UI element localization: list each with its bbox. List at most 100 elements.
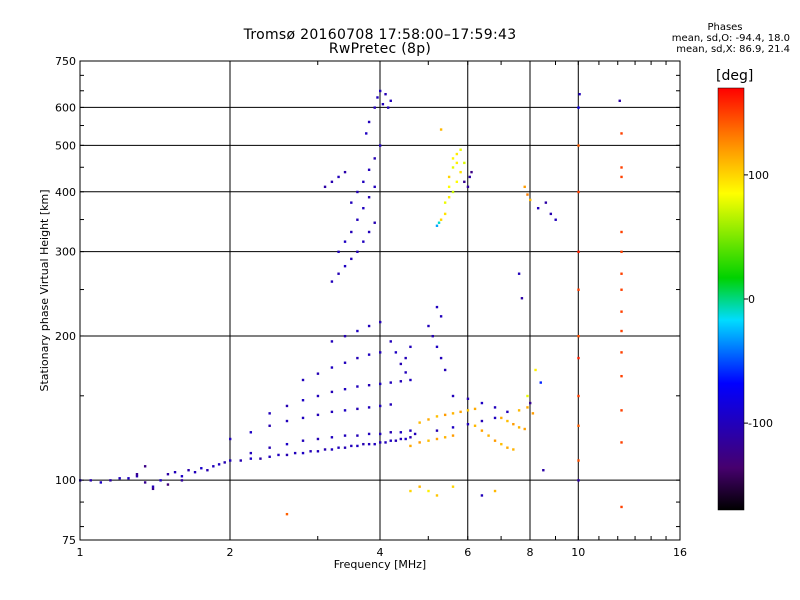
- data-point: [443, 368, 447, 372]
- data-point: [180, 475, 184, 478]
- data-point: [404, 371, 407, 374]
- data-point: [480, 429, 484, 432]
- data-point: [455, 180, 459, 184]
- data-point: [523, 185, 526, 189]
- y-tick-label: 600: [55, 101, 76, 114]
- data-point: [455, 152, 459, 156]
- data-point: [539, 381, 542, 384]
- data-point: [356, 385, 359, 388]
- data-point: [526, 394, 529, 398]
- data-point: [431, 334, 434, 338]
- data-point: [301, 439, 305, 442]
- data-point: [620, 272, 623, 275]
- data-point: [301, 399, 305, 402]
- data-point: [259, 457, 262, 460]
- y-tick-label: 100: [55, 474, 76, 487]
- data-point: [500, 416, 503, 420]
- data-point: [301, 416, 305, 420]
- data-point: [435, 305, 439, 309]
- data-point: [200, 467, 203, 470]
- data-point: [577, 424, 580, 427]
- data-point: [217, 463, 221, 466]
- data-point: [206, 469, 209, 472]
- data-point: [356, 356, 359, 360]
- data-point: [343, 334, 347, 338]
- data-point: [301, 451, 305, 455]
- data-point: [350, 257, 353, 261]
- data-point: [379, 432, 382, 436]
- data-point: [367, 432, 371, 436]
- data-point: [435, 494, 439, 497]
- data-point: [418, 485, 421, 488]
- data-point: [373, 157, 376, 160]
- data-point: [159, 479, 162, 482]
- data-point: [451, 412, 455, 415]
- data-point: [373, 442, 376, 446]
- phases-x-mode: mean, sd,X: 86.9, 21.4: [676, 44, 790, 55]
- data-point: [399, 380, 403, 383]
- data-point: [367, 353, 371, 356]
- data-point: [517, 409, 521, 412]
- data-point: [435, 415, 439, 418]
- data-point: [343, 240, 347, 243]
- data-point: [439, 356, 443, 360]
- data-point: [249, 431, 253, 434]
- data-point: [480, 494, 484, 497]
- phases-legend: Phases mean, sd,O: -94.4, 18.0 mean, sd,…: [600, 22, 790, 55]
- data-point: [459, 148, 462, 151]
- y-tick-label: 500: [55, 139, 76, 152]
- data-point: [362, 180, 365, 184]
- data-point: [316, 372, 320, 375]
- data-point: [337, 272, 340, 275]
- data-point: [367, 230, 371, 234]
- data-point: [463, 161, 466, 165]
- data-point: [451, 166, 455, 169]
- data-point: [399, 362, 403, 366]
- data-point: [470, 170, 473, 174]
- data-point: [577, 394, 580, 398]
- data-point: [89, 479, 92, 482]
- data-point: [577, 459, 580, 462]
- data-point: [343, 446, 347, 449]
- data-point: [620, 409, 623, 412]
- data-point: [337, 250, 340, 254]
- data-point: [413, 432, 417, 436]
- data-point: [529, 401, 532, 405]
- y-tick-label: 400: [55, 186, 76, 199]
- x-tick-label: 10: [571, 546, 585, 559]
- data-point: [459, 170, 462, 174]
- data-point: [577, 334, 580, 338]
- data-point: [135, 473, 139, 476]
- data-point: [620, 441, 623, 444]
- data-point: [529, 198, 532, 202]
- data-point: [330, 436, 334, 439]
- data-point: [466, 422, 470, 426]
- data-point: [367, 383, 371, 387]
- data-point: [309, 450, 312, 453]
- x-tick-label: 6: [464, 546, 471, 559]
- data-point: [151, 485, 155, 488]
- data-point: [143, 465, 147, 468]
- data-point: [362, 240, 365, 243]
- data-point: [127, 477, 130, 480]
- data-point: [249, 451, 253, 455]
- data-point: [577, 288, 580, 291]
- data-point: [447, 175, 451, 179]
- data-point: [118, 477, 121, 480]
- colorbar-tick-label: 100: [748, 169, 769, 182]
- data-point: [493, 416, 497, 420]
- x-tick-label: 8: [527, 546, 534, 559]
- data-point: [427, 489, 430, 493]
- data-point: [373, 106, 376, 109]
- data-point: [187, 469, 190, 472]
- data-point: [577, 356, 580, 360]
- data-point: [381, 102, 385, 106]
- data-point: [343, 361, 347, 364]
- data-point: [343, 170, 347, 174]
- data-point: [343, 264, 347, 268]
- data-point: [512, 422, 515, 426]
- data-point: [365, 132, 368, 135]
- chart-subtitle: RwPretec (8p): [328, 41, 432, 57]
